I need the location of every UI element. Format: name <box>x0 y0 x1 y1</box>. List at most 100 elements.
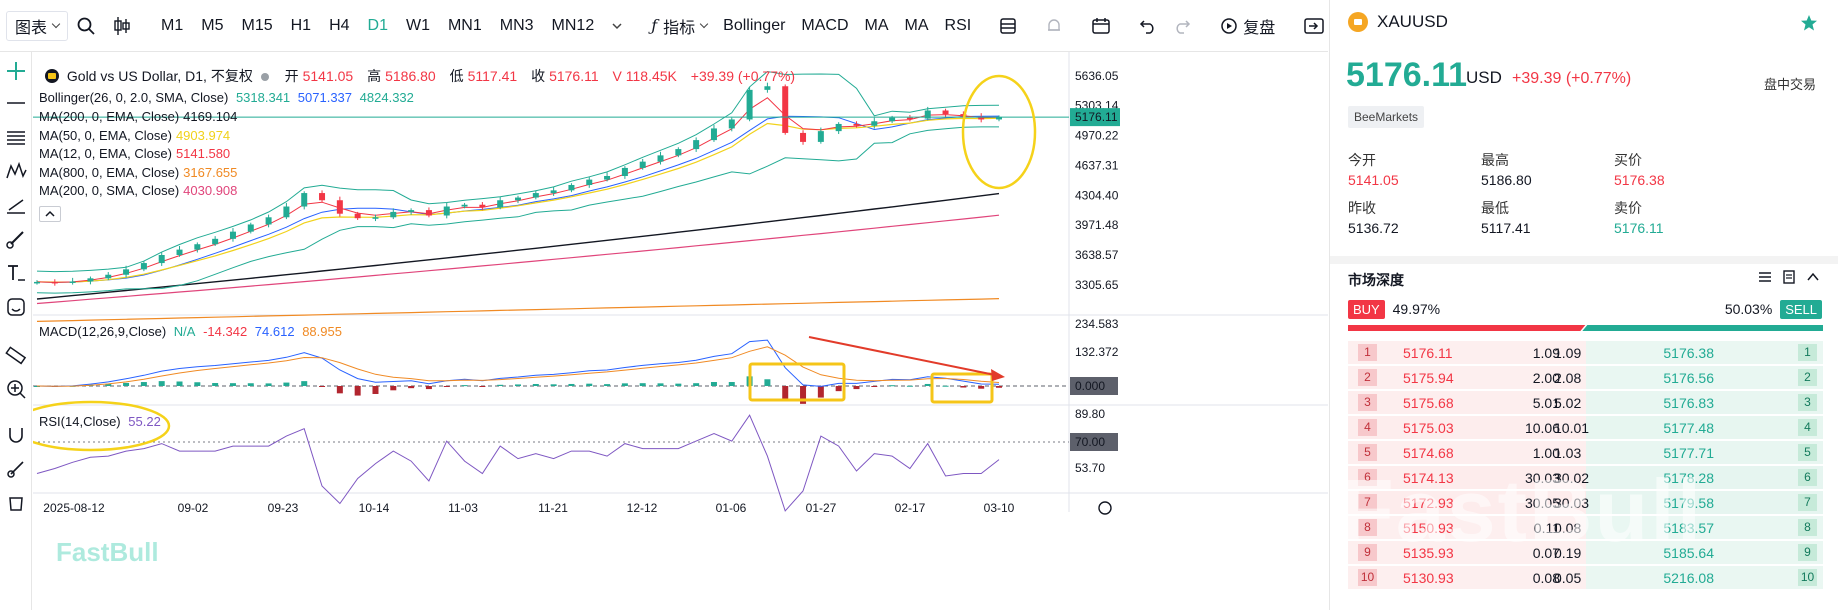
search-icon[interactable] <box>68 0 104 51</box>
bid-price: 5175.03 <box>1403 420 1454 436</box>
depth-row[interactable]: 7 5172.93 30.05 30.03 5179.58 7 <box>1348 490 1823 515</box>
macd-bar <box>461 385 468 387</box>
timeframe-w1[interactable]: W1 <box>405 16 430 34</box>
macd-bar <box>319 386 326 387</box>
chart-settings-icon[interactable] <box>1098 501 1112 515</box>
brush-icon[interactable] <box>3 226 29 252</box>
bid-volume: 30.03 <box>1524 470 1560 486</box>
macd-bar <box>924 383 931 386</box>
chart-area[interactable]: 5968.475636.055303.144970.224637.314304.… <box>33 52 1328 610</box>
bid-price: 5174.13 <box>1403 470 1454 486</box>
depth-row[interactable]: 2 5175.94 2.00 2.08 5176.56 2 <box>1348 365 1823 390</box>
indicator-rsi-button[interactable]: RSI <box>944 16 972 34</box>
indicator-macd-button[interactable]: MACD <box>801 16 849 34</box>
emoji-icon[interactable] <box>3 294 29 320</box>
depth-row[interactable]: 4 5175.03 10.06 10.01 5177.48 4 <box>1348 415 1823 440</box>
bid-volume: 1.00 <box>1532 445 1560 461</box>
text-tool-icon[interactable] <box>3 260 29 286</box>
timeframe-h1[interactable]: H1 <box>290 16 312 34</box>
depth-row[interactable]: 8 5150.93 0.11 0.08 5183.57 8 <box>1348 515 1823 540</box>
ma-name: MA(800, 0, EMA, Close) <box>39 164 180 180</box>
high-value: 5186.80 <box>385 68 436 84</box>
candle-body <box>461 204 468 207</box>
ruler-icon[interactable] <box>3 342 29 368</box>
depth-row[interactable]: 3 5175.68 5.01 5.02 5176.83 3 <box>1348 390 1823 415</box>
list-view-icon[interactable] <box>1758 270 1772 284</box>
bollinger-name: Bollinger(26, 0, 2.0, SMA, Close) <box>39 90 229 105</box>
depth-row[interactable]: 6 5174.13 30.03 30.02 5178.28 6 <box>1348 465 1823 490</box>
timeframe-m15[interactable]: M15 <box>241 16 273 34</box>
magnet-icon[interactable] <box>3 422 29 448</box>
macd-bar <box>532 383 539 386</box>
macd-tick-label: 0.000 <box>1075 379 1105 393</box>
price-chart[interactable]: 5968.475636.055303.144970.224637.314304.… <box>33 52 1328 610</box>
ohlc-legend: Gold vs US Dollar, D1, 不复权 开 5141.05 高 518… <box>45 66 799 86</box>
trend-tool-icon[interactable] <box>3 192 29 218</box>
ma-legend-row[interactable]: MA(800, 0, EMA, Close) 3167.655 <box>39 165 241 180</box>
macd-bar <box>497 384 504 386</box>
indicator-ma-button[interactable]: MA <box>904 16 929 34</box>
timeframe-more-icon[interactable] <box>603 0 631 51</box>
pattern-icon[interactable] <box>3 158 29 184</box>
ma200-sma-line <box>36 214 1000 305</box>
candle-body <box>782 86 789 133</box>
depth-row[interactable]: 1 5176.11 1.09 1.09 5176.38 1 <box>1348 340 1823 365</box>
chart-menu-button[interactable]: 图表 <box>6 10 69 41</box>
chevron-up-icon[interactable] <box>1806 270 1820 284</box>
exit-fullscreen-icon[interactable] <box>1295 0 1333 51</box>
date-tick-label: 09-23 <box>268 501 299 515</box>
macd-bar <box>800 386 807 404</box>
candle-body <box>978 116 985 120</box>
undo-icon[interactable] <box>1131 0 1165 51</box>
layout-icon[interactable] <box>991 0 1025 51</box>
timeframe-d1[interactable]: D1 <box>367 16 388 34</box>
lock-drawing-icon[interactable] <box>3 456 29 482</box>
ma-legend-row[interactable]: MA(12, 0, EMA, Close) 5141.580 <box>39 146 234 161</box>
trash-icon[interactable] <box>3 488 29 514</box>
indicator-ma-button[interactable]: MA <box>864 16 889 34</box>
macd-bar <box>354 386 361 396</box>
candle-body <box>996 117 1002 120</box>
favorite-star-icon[interactable] <box>1800 14 1818 37</box>
alert-bell-icon[interactable] <box>1037 0 1071 51</box>
redo-icon[interactable] <box>1165 0 1199 51</box>
horizontal-line-icon[interactable] <box>3 90 29 116</box>
depth-row[interactable]: 5 5174.68 1.00 1.03 5177.71 5 <box>1348 440 1823 465</box>
timeframe-mn12[interactable]: MN12 <box>551 16 595 34</box>
timeframe-mn3[interactable]: MN3 <box>499 16 534 34</box>
ma-legend-row[interactable]: MA(200, 0, EMA, Close) 4169.104 <box>39 109 241 124</box>
ma-legend-row[interactable]: MA(200, 0, SMA, Close) 4030.908 <box>39 183 241 198</box>
annotation-box-macd-peak <box>748 362 846 402</box>
timeframe-mn1[interactable]: MN1 <box>447 16 482 34</box>
macd-bar <box>212 383 219 386</box>
candle-type-icon[interactable] <box>104 0 140 51</box>
replay-button[interactable]: 复盘 <box>1211 0 1283 51</box>
candle-body <box>194 244 201 250</box>
document-icon[interactable] <box>1782 270 1796 284</box>
crosshair-plus-icon[interactable] <box>3 58 29 84</box>
ma-value: 4903.974 <box>175 127 231 143</box>
bollinger-upper-line <box>36 70 1000 273</box>
indicators-button[interactable]: ƒ 指标 <box>643 0 715 51</box>
ask-volume: 0.19 <box>1554 545 1582 561</box>
zoom-in-icon[interactable] <box>3 376 29 402</box>
depth-row[interactable]: 9 5135.93 0.07 0.19 5185.64 9 <box>1348 540 1823 565</box>
candle-body <box>550 190 557 194</box>
depth-row[interactable]: 10 5130.93 0.08 0.05 5216.08 10 <box>1348 565 1823 590</box>
broker-badge[interactable]: BeeMarkets <box>1348 106 1425 128</box>
macd-legend[interactable]: MACD(12,26,9,Close) N/A -14.342 74.612 8… <box>39 324 346 339</box>
timeframe-m1[interactable]: M1 <box>161 16 184 34</box>
calendar-icon[interactable] <box>1083 0 1119 51</box>
indicator-bollinger-button[interactable]: Bollinger <box>723 16 786 34</box>
timeframe-h4[interactable]: H4 <box>329 16 350 34</box>
bid-price: 5174.68 <box>1403 445 1454 461</box>
bollinger-legend[interactable]: Bollinger(26, 0, 2.0, SMA, Close) 5318.3… <box>39 90 418 105</box>
collapse-legend-button[interactable] <box>39 206 61 222</box>
fib-lines-icon[interactable] <box>3 124 29 150</box>
timeframe-m5[interactable]: M5 <box>201 16 224 34</box>
date-tick-label: 09-02 <box>178 501 209 515</box>
rsi-legend[interactable]: RSI(14,Close) 55.22 <box>39 414 165 429</box>
sell-percent: 50.03% <box>1724 301 1773 317</box>
ma-legend-row[interactable]: MA(50, 0, EMA, Close) 4903.974 <box>39 128 234 143</box>
ask-volume: 30.02 <box>1554 470 1590 486</box>
